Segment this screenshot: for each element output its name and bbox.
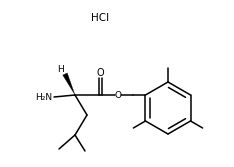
Text: O: O	[96, 68, 104, 78]
Polygon shape	[63, 73, 75, 95]
Text: O: O	[114, 91, 121, 100]
Text: HCl: HCl	[91, 13, 109, 23]
Text: H: H	[58, 65, 64, 74]
Text: H₂N: H₂N	[35, 93, 53, 102]
